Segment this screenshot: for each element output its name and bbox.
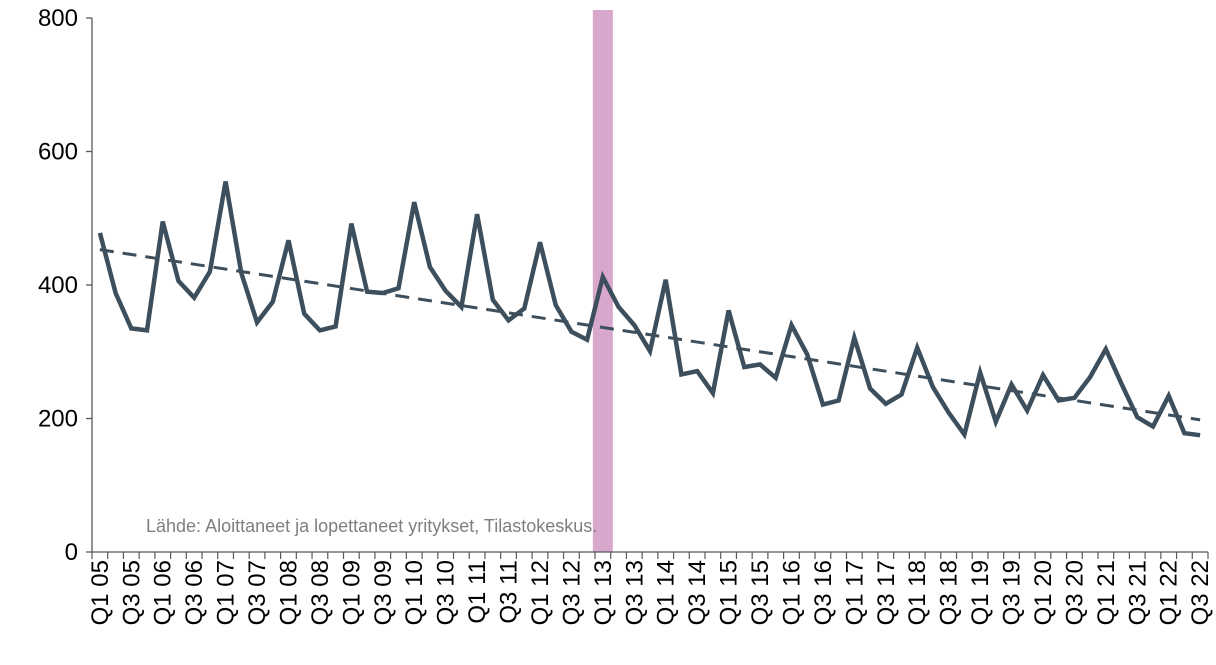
series-line: [97, 181, 1201, 440]
x-tick-label: Q3 15: [747, 560, 774, 625]
x-tick-label: Q3 12: [558, 560, 585, 625]
x-tick-label: Q3 21: [1124, 560, 1151, 625]
source-annotation: Lähde: Aloittaneet ja lopettaneet yrityk…: [146, 516, 597, 536]
trend-line: [99, 248, 1201, 422]
x-tick-label: Q3 17: [873, 560, 900, 625]
x-tick-label: Q3 18: [936, 560, 963, 625]
x-tick-label: Q1 21: [1093, 560, 1120, 625]
x-tick-label: Q1 20: [1030, 560, 1057, 625]
y-tick-label: 800: [38, 5, 78, 32]
x-tick-label: Q3 10: [433, 560, 460, 625]
x-tick-label: Q3 09: [370, 560, 397, 625]
series-layer: [97, 181, 1201, 440]
x-tick-label: Q1 17: [841, 560, 868, 625]
x-tick-label: Q1 22: [1156, 560, 1183, 625]
x-tick-label: Q1 09: [338, 560, 365, 625]
x-tick-label: Q1 05: [87, 560, 114, 625]
x-tick-label: Q3 16: [810, 560, 837, 625]
axes: [86, 17, 1209, 559]
x-tick-label: Q3 14: [684, 560, 711, 625]
x-tick-label: Q1 11: [464, 560, 491, 624]
x-tick-label: Q1 18: [904, 560, 931, 625]
x-tick-label: Q1 16: [778, 560, 805, 625]
y-tick-label: 0: [65, 539, 78, 566]
y-tick-label: 200: [38, 406, 78, 433]
x-tick-label: Q3 19: [999, 560, 1026, 625]
x-tick-label: Q3 11: [496, 560, 523, 624]
x-tick-label: Q3 05: [118, 560, 145, 625]
x-tick-label: Q3 06: [181, 560, 208, 625]
x-tick-label: Q1 15: [716, 560, 743, 625]
x-tick-label: Q3 20: [1061, 560, 1088, 625]
x-tick-label: Q1 13: [590, 560, 617, 625]
x-tick-label: Q3 22: [1187, 560, 1214, 625]
x-tick-label: Q3 07: [244, 560, 271, 625]
x-tick-label: Q3 13: [621, 560, 648, 625]
x-tick-label: Q1 08: [275, 560, 302, 625]
x-tick-label: Q1 12: [527, 560, 554, 625]
x-tick-label: Q1 07: [213, 560, 240, 625]
x-tick-label: Q1 06: [150, 560, 177, 625]
y-tick-label: 400: [38, 272, 78, 299]
x-tick-label: Q1 19: [967, 560, 994, 625]
x-tick-label: Q1 14: [653, 560, 680, 625]
x-tick-label: Q1 10: [401, 560, 428, 625]
x-tick-label: Q3 08: [307, 560, 334, 625]
y-tick-label: 600: [38, 139, 78, 166]
